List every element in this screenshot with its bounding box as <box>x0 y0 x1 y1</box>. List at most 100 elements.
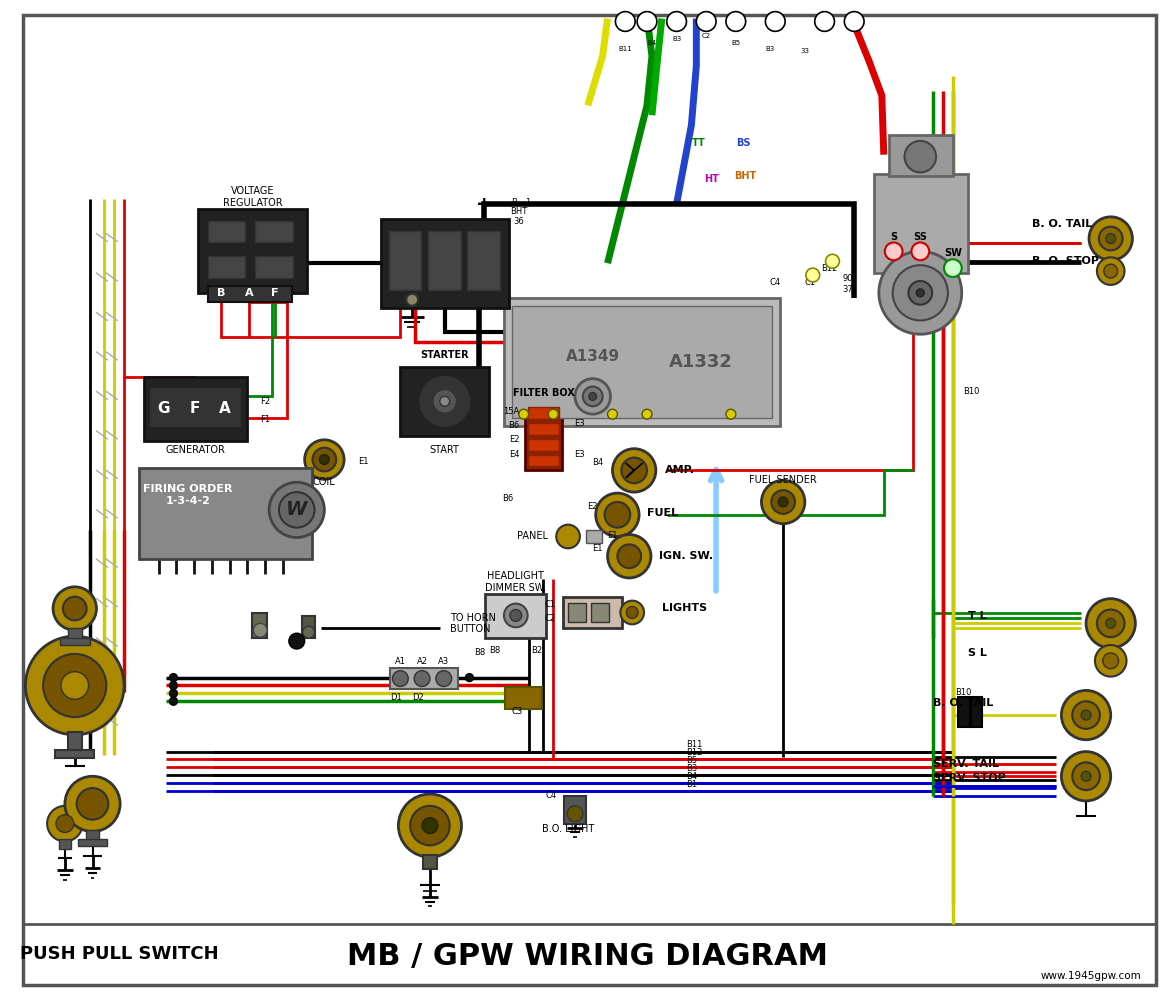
Circle shape <box>406 294 418 306</box>
Text: 1: 1 <box>525 198 530 207</box>
Bar <box>468 231 501 290</box>
Circle shape <box>844 12 864 31</box>
Text: 90: 90 <box>821 18 829 24</box>
Circle shape <box>1081 710 1091 720</box>
Text: S L: S L <box>967 648 987 658</box>
Text: MB / GPW WIRING DIAGRAM: MB / GPW WIRING DIAGRAM <box>347 942 829 971</box>
Circle shape <box>170 689 177 697</box>
Bar <box>144 377 248 441</box>
Text: B4: B4 <box>647 40 656 46</box>
Circle shape <box>643 409 652 419</box>
Text: 36: 36 <box>513 217 524 226</box>
Text: B10: B10 <box>956 688 972 697</box>
Text: VOLTAGE
REGULATOR: VOLTAGE REGULATOR <box>222 186 282 208</box>
Circle shape <box>583 387 603 406</box>
Text: TT: TT <box>691 138 705 148</box>
Text: B5: B5 <box>731 40 740 46</box>
Text: B. O. TAIL: B. O. TAIL <box>934 698 993 708</box>
Circle shape <box>1106 234 1115 243</box>
Bar <box>568 603 585 622</box>
Text: B6: B6 <box>509 421 519 430</box>
Text: 90: 90 <box>842 274 852 283</box>
Text: F: F <box>271 288 279 298</box>
Bar <box>889 135 953 176</box>
Circle shape <box>170 682 177 689</box>
Circle shape <box>440 396 449 406</box>
Text: B. O. STOP: B. O. STOP <box>1031 256 1099 266</box>
Text: B: B <box>217 288 225 298</box>
Text: W: W <box>286 500 307 519</box>
Text: C3: C3 <box>511 707 523 716</box>
Bar <box>565 796 585 824</box>
Circle shape <box>825 254 839 268</box>
Bar <box>389 231 421 290</box>
Circle shape <box>617 544 641 568</box>
Bar <box>78 839 107 846</box>
Circle shape <box>620 601 644 624</box>
Circle shape <box>612 449 655 492</box>
Text: 33: 33 <box>801 48 809 54</box>
Circle shape <box>269 482 325 537</box>
Circle shape <box>726 12 746 31</box>
Text: B11: B11 <box>687 740 703 749</box>
Circle shape <box>47 806 83 841</box>
Text: B5: B5 <box>687 756 697 765</box>
Text: GENERATOR: GENERATOR <box>165 445 225 455</box>
Circle shape <box>61 672 88 699</box>
Circle shape <box>1062 752 1110 801</box>
Bar <box>527 423 559 435</box>
Bar <box>874 174 967 273</box>
Text: FUEL: FUEL <box>647 508 679 518</box>
Circle shape <box>879 251 961 334</box>
Circle shape <box>1072 701 1100 729</box>
Text: PANEL: PANEL <box>517 531 548 541</box>
Circle shape <box>303 626 314 638</box>
Bar <box>504 298 780 426</box>
Text: FILTER BOX: FILTER BOX <box>512 388 574 398</box>
Circle shape <box>1086 599 1135 648</box>
Text: B2: B2 <box>531 646 542 655</box>
Bar <box>255 256 293 278</box>
Circle shape <box>392 671 409 686</box>
Text: C4: C4 <box>545 791 556 800</box>
Text: B.O. LIGHT: B.O. LIGHT <box>542 824 594 834</box>
Text: A1: A1 <box>395 657 406 666</box>
Bar <box>381 219 509 308</box>
Bar <box>390 668 457 689</box>
Text: E1: E1 <box>592 544 603 553</box>
Text: B3: B3 <box>672 36 681 42</box>
Circle shape <box>575 379 610 414</box>
Text: BHT: BHT <box>510 207 527 216</box>
Text: 90: 90 <box>620 18 630 24</box>
Text: SERV. TAIL: SERV. TAIL <box>934 759 999 769</box>
Bar <box>208 286 292 302</box>
Text: STARTER: STARTER <box>420 350 469 360</box>
Text: HT: HT <box>704 174 718 184</box>
Circle shape <box>667 12 687 31</box>
Text: B4: B4 <box>592 458 604 467</box>
Text: C2: C2 <box>702 33 711 39</box>
Circle shape <box>1103 264 1117 278</box>
Bar <box>512 306 772 418</box>
Text: TO HORN
BUTTON: TO HORN BUTTON <box>449 613 496 634</box>
Text: B3: B3 <box>687 764 697 773</box>
Bar <box>255 221 293 242</box>
Circle shape <box>519 409 528 419</box>
Text: F: F <box>190 401 200 416</box>
Text: F2: F2 <box>261 397 270 406</box>
Circle shape <box>43 654 106 717</box>
Text: S: S <box>890 232 897 242</box>
Bar <box>400 367 489 436</box>
Bar <box>563 597 623 628</box>
Circle shape <box>1106 618 1115 628</box>
Text: COIL: COIL <box>313 477 335 487</box>
Circle shape <box>622 458 647 483</box>
Bar <box>68 628 81 640</box>
Circle shape <box>77 788 108 820</box>
Text: T L: T L <box>967 611 986 621</box>
Bar <box>971 697 982 727</box>
Text: C4: C4 <box>769 278 781 287</box>
Text: C1: C1 <box>544 600 555 609</box>
Bar <box>958 697 970 727</box>
Text: D1: D1 <box>390 693 403 702</box>
